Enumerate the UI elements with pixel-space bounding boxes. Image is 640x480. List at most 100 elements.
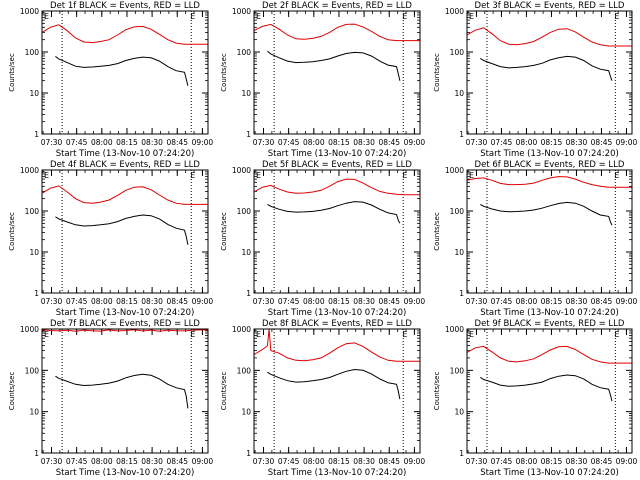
plot-frame	[41, 328, 209, 454]
y-tick-label: 1000	[20, 7, 39, 16]
x-tick-label: 07:30	[253, 138, 275, 147]
panel-title: Det 8f BLACK = Events, RED = LLD	[262, 319, 412, 329]
y-tick-label: 100	[450, 48, 465, 57]
y-tick-label: 10	[29, 248, 39, 257]
y-tick-label: 1	[246, 449, 251, 458]
x-tick-label: 09:00	[192, 138, 214, 147]
x-tick-label: 08:45	[591, 138, 613, 147]
x-axis-label: Start Time (13-Nov-10 07:24:20)	[56, 468, 195, 478]
lld-series-line	[41, 329, 208, 332]
x-axis-label: Start Time (13-Nov-10 07:24:20)	[480, 149, 619, 159]
y-tick-label: 10	[454, 408, 464, 417]
x-tick-label: 09:00	[616, 297, 638, 306]
detector-panel: Det 5f BLACK = Events, RED = LLD Counts/s…	[220, 160, 425, 318]
y-tick-label: 10	[454, 248, 464, 257]
x-tick-label: 07:45	[278, 138, 300, 147]
y-tick-label: 10	[454, 89, 464, 98]
events-series-line	[267, 368, 401, 400]
corner-marker-e: E	[614, 12, 619, 21]
y-axis-label: Counts/sec	[433, 53, 441, 92]
corner-marker-e: E	[256, 330, 261, 339]
lld-series-line	[41, 185, 208, 205]
x-tick-label: 09:00	[192, 297, 214, 306]
corner-marker-e: E	[190, 171, 195, 180]
corner-marker-e: E	[402, 330, 407, 339]
x-axis-label: Start Time (13-Nov-10 07:24:20)	[56, 308, 195, 318]
x-axis-label: Start Time (13-Nov-10 07:24:20)	[268, 149, 407, 159]
lld-series-line	[253, 328, 420, 362]
x-tick-label: 07:45	[491, 297, 513, 306]
y-tick-label: 1000	[445, 7, 464, 16]
x-tick-label: 09:00	[616, 138, 638, 147]
x-tick-label: 08:15	[541, 457, 563, 466]
events-series-line	[267, 201, 401, 224]
detector-panel: Det 8f BLACK = Events, RED = LLD Counts/s…	[220, 319, 425, 478]
x-tick-label: 08:15	[116, 457, 138, 466]
lld-series-line	[253, 23, 420, 42]
corner-marker-e: E	[469, 171, 474, 180]
y-tick-label: 100	[25, 366, 40, 375]
y-tick-label: 100	[25, 48, 40, 57]
plot-frame	[253, 10, 421, 135]
y-tick-label: 1	[459, 449, 464, 458]
y-tick-label: 1	[246, 130, 251, 139]
y-tick-label: 1	[34, 130, 39, 139]
y-tick-label: 10	[241, 408, 251, 417]
x-axis-label: Start Time (13-Nov-10 07:24:20)	[56, 149, 195, 159]
x-tick-label: 08:00	[303, 297, 325, 306]
y-tick-label: 100	[25, 207, 40, 216]
x-tick-label: 08:15	[328, 138, 350, 147]
corner-marker-e: E	[469, 330, 474, 339]
events-series-line	[480, 201, 613, 226]
panel-title: Det 4f BLACK = Events, RED = LLD	[50, 160, 200, 170]
x-tick-label: 08:00	[516, 457, 538, 466]
x-axis-label: Start Time (13-Nov-10 07:24:20)	[480, 308, 619, 318]
y-tick-label: 10	[241, 89, 251, 98]
plot-frame	[466, 169, 633, 294]
detector-panel: Det 1f BLACK = Events, RED = LLD Counts/s…	[8, 1, 213, 159]
y-axis-label: Counts/sec	[220, 212, 228, 251]
plot-frame	[41, 10, 209, 135]
y-tick-label: 100	[450, 207, 465, 216]
corner-marker-e: E	[402, 12, 407, 21]
corner-marker-e: E	[256, 12, 261, 21]
lld-series-line	[41, 24, 208, 45]
x-tick-label: 09:00	[192, 457, 214, 466]
x-tick-label: 07:30	[466, 457, 488, 466]
x-tick-label: 07:45	[66, 138, 88, 147]
x-tick-label: 08:15	[116, 297, 138, 306]
panel-title: Det 1f BLACK = Events, RED = LLD	[50, 1, 200, 11]
panel-title: Det 2f BLACK = Events, RED = LLD	[262, 1, 412, 11]
y-tick-label: 1000	[20, 325, 39, 334]
x-tick-label: 07:45	[278, 457, 300, 466]
x-tick-label: 08:15	[541, 297, 563, 306]
x-tick-label: 08:00	[303, 138, 325, 147]
x-tick-label: 07:45	[66, 297, 88, 306]
y-axis-label: Counts/sec	[8, 53, 16, 92]
x-tick-label: 08:00	[303, 457, 325, 466]
corner-marker-e: E	[256, 171, 261, 180]
x-tick-label: 08:30	[566, 457, 588, 466]
panel-title: Det 7f BLACK = Events, RED = LLD	[50, 319, 200, 329]
x-tick-label: 08:45	[378, 457, 400, 466]
y-tick-label: 100	[237, 207, 252, 216]
plot-frame	[466, 10, 633, 135]
corner-marker-e: E	[469, 12, 474, 21]
x-tick-label: 08:45	[378, 297, 400, 306]
corner-marker-e: E	[190, 12, 195, 21]
x-tick-label: 08:30	[141, 457, 163, 466]
panel-title: Det 5f BLACK = Events, RED = LLD	[262, 160, 412, 170]
y-tick-label: 10	[241, 248, 251, 257]
y-tick-label: 1	[459, 130, 464, 139]
panel-title: Det 3f BLACK = Events, RED = LLD	[475, 1, 625, 11]
detector-panel: Det 9f BLACK = Events, RED = LLD Counts/s…	[433, 319, 637, 478]
detector-panel: Det 3f BLACK = Events, RED = LLD Counts/s…	[433, 1, 637, 159]
plot-frame	[253, 169, 421, 294]
x-tick-label: 08:00	[516, 138, 538, 147]
x-tick-label: 07:30	[41, 138, 63, 147]
plot-frame	[253, 328, 421, 454]
lld-series-line	[253, 178, 420, 196]
panel-title: Det 9f BLACK = Events, RED = LLD	[475, 319, 625, 329]
x-tick-label: 08:15	[328, 457, 350, 466]
x-tick-label: 07:30	[41, 457, 63, 466]
